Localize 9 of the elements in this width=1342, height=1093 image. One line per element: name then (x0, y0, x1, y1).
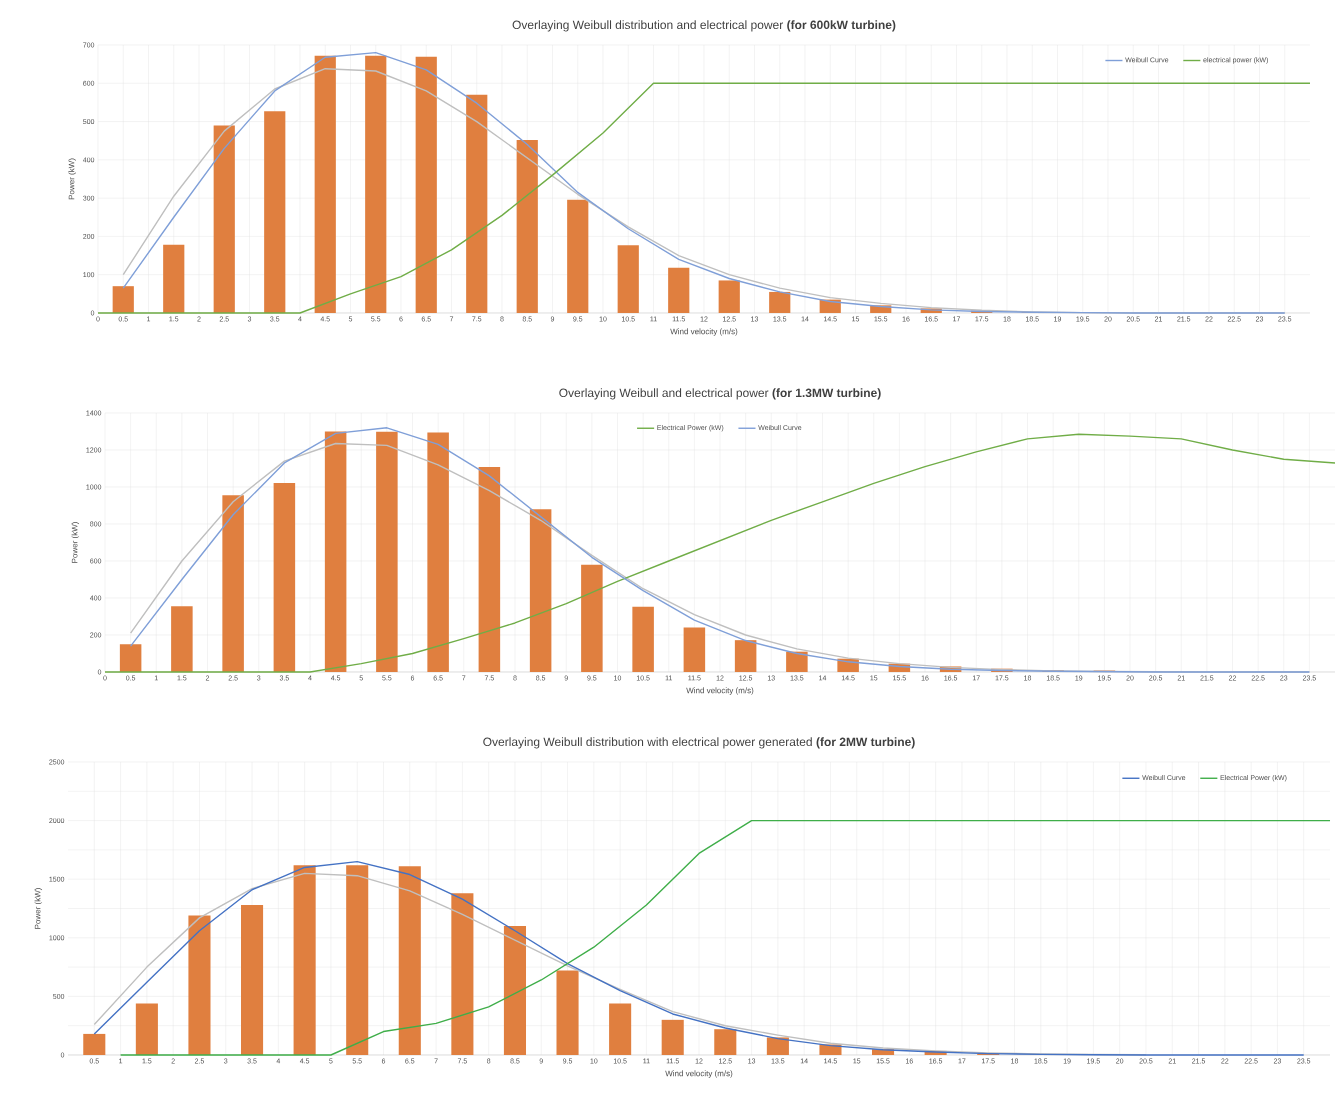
chart-title: Overlaying Weibull distribution and electrical power (for 600kW turbine) (512, 20, 896, 32)
y-axis-title: Power (kW) (68, 158, 76, 200)
x-axis-title: Wind velocity (m/s) (670, 328, 738, 336)
chart-title: Overlaying Weibull distribution with electrical power generated (for 2MW turbine) (483, 737, 915, 749)
x-axis-title: Wind velocity (m/s) (665, 1070, 733, 1078)
y-axis-title: Power (kW) (71, 522, 80, 563)
chart-title: Overlaying Weibull and electrical power (for 1.3MW turbine) (559, 388, 881, 400)
x-axis-title: Wind velocity (m/s) (686, 687, 754, 695)
y-axis-title: Power (kW) (34, 888, 43, 929)
